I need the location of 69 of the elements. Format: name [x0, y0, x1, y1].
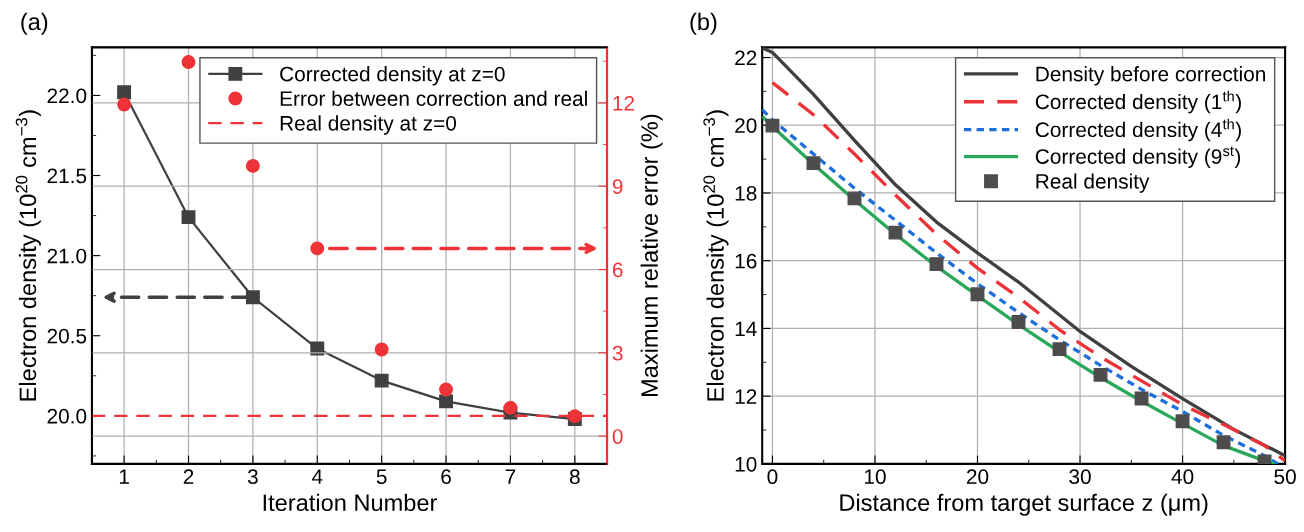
y-axis-title: Electron density (10$^{20}$ cm$^{−3}$)	[703, 110, 729, 401]
x-tick-label: 3	[247, 469, 258, 485]
x-tick-label: 40	[1171, 469, 1194, 485]
legend-label: Corrected density (9$^{st}$)	[1035, 146, 1241, 169]
x-tick-label: 6	[441, 469, 451, 485]
point	[439, 382, 453, 397]
y2-tick-label: 9	[612, 179, 623, 194]
point	[374, 342, 389, 357]
point	[765, 118, 780, 133]
y-tick-label: 10	[735, 456, 757, 472]
y2-tick-label: 6	[612, 262, 623, 278]
point	[117, 85, 132, 100]
point	[439, 394, 453, 409]
x-axis-title: Distance from target surface z (μm)	[840, 493, 1208, 516]
point	[503, 400, 518, 415]
x-tick-label: 50	[1274, 469, 1296, 485]
legend-label: Density before correction	[1036, 66, 1266, 86]
point	[970, 287, 985, 302]
point	[1052, 342, 1067, 357]
point	[1093, 367, 1108, 382]
legend-label: Error between correction and real	[280, 90, 587, 107]
y2-tick-label: 3	[612, 345, 623, 361]
y-tick-label: 20.5	[47, 328, 87, 344]
y-tick-label: 21.5	[47, 168, 87, 184]
y-tick-label: 18	[735, 185, 757, 201]
point	[245, 158, 260, 173]
legend-label: Corrected density (1$^{th}$)	[1035, 90, 1241, 114]
y-tick-label: 16	[735, 253, 757, 269]
x-tick-label: 2	[183, 469, 194, 484]
x-tick-label: 8	[569, 469, 580, 485]
point	[888, 225, 903, 240]
point	[929, 257, 944, 272]
x-tick-label: 10	[864, 469, 886, 485]
point	[310, 241, 325, 256]
x-axis-title: Iteration Number	[263, 493, 438, 512]
y2-tick-label: 0	[612, 429, 623, 444]
y-tick-label: 20.0	[47, 408, 87, 424]
point	[181, 210, 196, 225]
point	[1216, 435, 1231, 450]
chart-title: (b)	[690, 12, 717, 35]
legend-label: Corrected density at z=0	[280, 66, 505, 86]
point	[806, 156, 821, 171]
point	[117, 97, 132, 112]
legend-label: Real density	[1036, 173, 1150, 193]
y-tick-label: 14	[735, 321, 757, 336]
x-tick-label: 20	[966, 469, 989, 485]
x-tick-label: 1	[119, 469, 129, 484]
x-tick-label: 5	[376, 469, 387, 485]
y2-tick-label: 12	[613, 95, 634, 111]
point	[245, 290, 260, 305]
x-tick-label: 30	[1069, 469, 1091, 485]
point	[374, 373, 389, 388]
y2-axis-title: Maximum relative error (%)	[640, 114, 663, 397]
point	[847, 191, 862, 206]
legend-label: Real density at z=0	[280, 115, 457, 135]
y-tick-label: 21.0	[47, 248, 87, 264]
chart-title: (a)	[21, 12, 48, 35]
y-tick-label: 22	[735, 50, 757, 66]
x-tick-label: 7	[505, 469, 516, 484]
y-tick-label: 22.0	[47, 88, 87, 104]
legend-label: Corrected density (4$^{th}$)	[1035, 118, 1241, 142]
point	[181, 55, 196, 70]
y-axis-title: Electron density (10$^{20}$ cm$^{−3}$)	[15, 110, 41, 401]
y-tick-label: 20	[735, 118, 757, 133]
x-tick-label: 4	[311, 469, 323, 484]
x-tick-label: 0	[767, 469, 778, 485]
y-tick-label: 12	[735, 389, 757, 404]
point	[1175, 414, 1190, 429]
point	[1011, 315, 1026, 329]
